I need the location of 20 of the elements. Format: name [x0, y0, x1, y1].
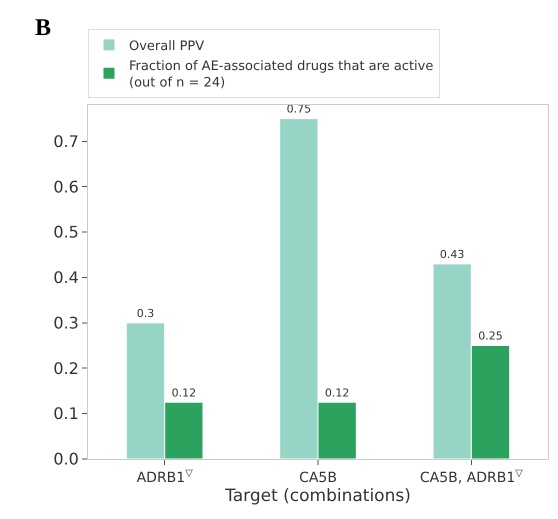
data-label: 0.12 [172, 386, 196, 400]
data-label: 0.3 [136, 306, 154, 320]
y-tick-label: 0.3 [53, 313, 79, 332]
data-label: 0.25 [478, 330, 503, 343]
x-axis-title: Target (combinations) [224, 486, 411, 506]
y-tick-label: 0.5 [53, 222, 79, 242]
y-tick-label: 0.7 [53, 132, 79, 151]
y-tick-label: 0.6 [53, 177, 79, 196]
x-tick-label: CA5B, ADRB1$^{▽}$ [420, 468, 524, 486]
data-label: 0.43 [440, 248, 464, 261]
y-tick-label: 0.2 [53, 358, 79, 378]
chart-title: B [35, 15, 52, 41]
y-tick-label: 0.4 [53, 268, 79, 288]
x-tick-label: ADRB1$^{▽}$ [136, 468, 194, 486]
data-label: 0.12 [324, 386, 350, 400]
x-tick-label: CA5B [299, 470, 337, 486]
legend-label: Overall PPV [129, 38, 204, 54]
y-tick-label: 0.0 [53, 450, 79, 469]
y-tick-label: 0.1 [53, 404, 79, 424]
legend-label: Fraction of AE-associated drugs that are active (out of n = 24) [129, 58, 434, 91]
